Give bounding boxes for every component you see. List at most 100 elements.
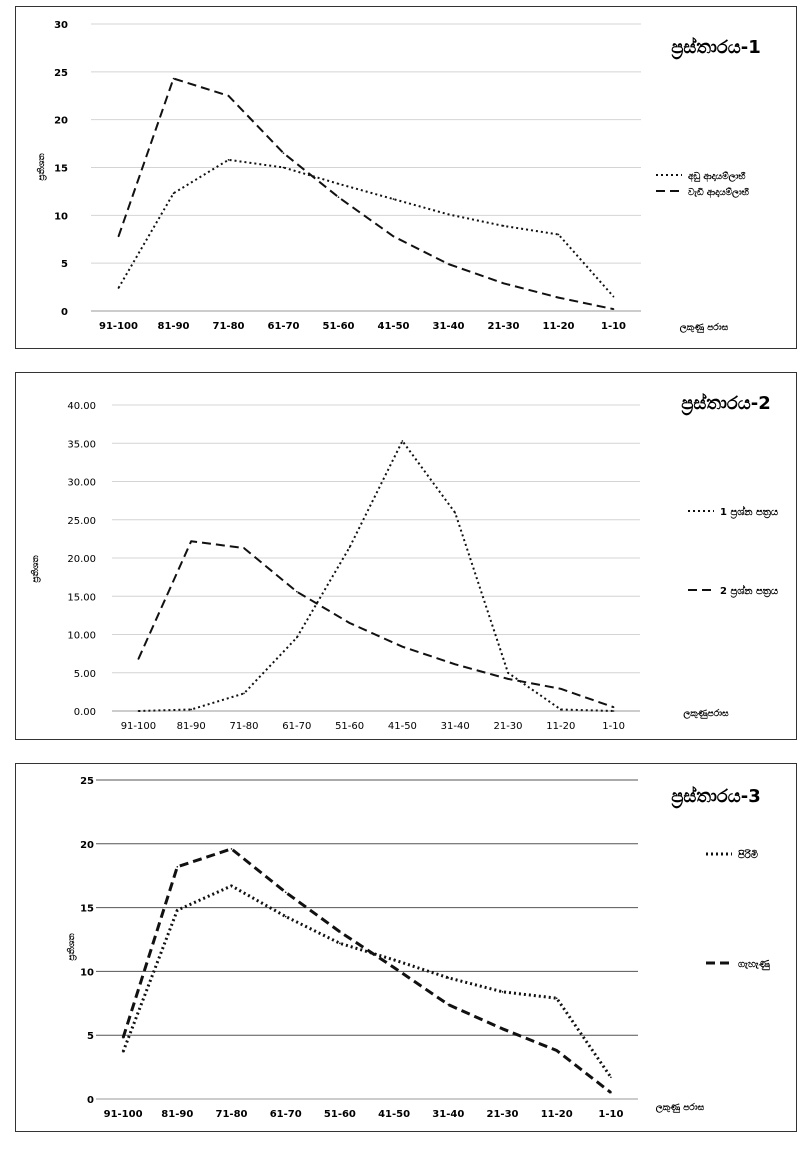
y-axis-label: ප්‍රතිශත xyxy=(65,933,78,961)
data-point xyxy=(122,1036,124,1039)
legend-label: 1 ප්‍රශ්න පත්‍රය xyxy=(720,505,779,519)
x-tick-label: 61-70 xyxy=(270,1109,302,1120)
x-tick-label: 61-70 xyxy=(268,321,300,332)
chart-panel-3: 0 5 10 15 20 25 91-100 81-90 71-80 61-70 51-60 41-5… xyxy=(15,763,797,1132)
data-point xyxy=(560,708,562,711)
data-point xyxy=(612,295,615,298)
x-axis-label: ලකුණු පරාස xyxy=(680,322,729,334)
y-tick-label: 15 xyxy=(80,904,94,915)
data-point xyxy=(507,678,509,680)
chart-2-svg: 0.00 5.00 10.00 15.00 20.00 25.00 30.00 35.00 40… xyxy=(29,392,779,732)
y-tick-label: 5.00 xyxy=(74,669,96,680)
legend-label: වැඩි ආදායම්ලාභී xyxy=(688,186,749,199)
y-tick-label: 0 xyxy=(87,1095,94,1106)
legend-label: පිරිමි xyxy=(738,848,759,861)
x-tick-label: 91-100 xyxy=(99,321,138,332)
legend-label: ගැහැණු xyxy=(738,959,771,971)
chart-panel-1: 0 5 10 15 20 25 30 91-100 81-90 71-80 61-70 51-60 41… xyxy=(15,6,797,349)
data-point xyxy=(501,991,504,993)
data-point xyxy=(393,966,395,969)
x-tick-label: 71-80 xyxy=(229,721,258,732)
y-axis-label: ප්‍රතිශත xyxy=(29,555,42,583)
data-point xyxy=(227,159,230,161)
data-point xyxy=(447,213,450,216)
x-tick-label: 61-70 xyxy=(282,721,311,732)
data-point xyxy=(612,710,615,712)
data-point xyxy=(392,198,395,200)
data-point xyxy=(296,636,298,639)
data-point xyxy=(610,1091,612,1094)
data-point xyxy=(117,287,120,289)
x-tick-label: 41-50 xyxy=(378,321,410,332)
y-tick-label: 15.00 xyxy=(67,592,96,603)
x-tick-label: 71-80 xyxy=(213,321,245,332)
x-tick-label: 1-10 xyxy=(598,1109,623,1120)
y-tick-label: 20.00 xyxy=(67,554,96,565)
x-axis-label: ලකුණු පරාස xyxy=(656,1102,705,1114)
x-tick-label: 51-60 xyxy=(323,321,355,332)
x-tick-label: 31-40 xyxy=(433,321,465,332)
data-point xyxy=(337,182,340,185)
data-point xyxy=(454,512,457,514)
data-point xyxy=(122,1050,124,1053)
y-tick-label: 30.00 xyxy=(67,478,96,489)
data-point xyxy=(502,225,505,227)
data-point xyxy=(337,196,340,198)
y-tick-label: 20 xyxy=(80,840,94,851)
data-point xyxy=(230,885,233,887)
data-point xyxy=(284,891,287,894)
data-point xyxy=(243,692,245,695)
y-tick-label: 0.00 xyxy=(74,707,96,718)
y-tick-label: 5 xyxy=(61,259,68,270)
x-tick-label: 41-50 xyxy=(388,721,417,732)
y-tick-label: 40.00 xyxy=(67,401,96,412)
x-tick-label: 21-30 xyxy=(488,321,520,332)
data-point xyxy=(339,942,341,945)
y-tick-label: 10 xyxy=(54,211,68,222)
data-point xyxy=(447,263,450,265)
legend-label: අඩු ආදායම්ලාභී xyxy=(688,170,746,183)
data-point xyxy=(447,976,450,979)
data-point xyxy=(172,77,175,80)
x-tick-label: 1-10 xyxy=(601,321,626,332)
data-point xyxy=(284,915,287,918)
y-tick-label: 35.00 xyxy=(67,439,96,450)
series-line xyxy=(117,77,614,311)
data-point xyxy=(555,997,558,999)
y-tick-label: 25 xyxy=(54,68,68,79)
data-point xyxy=(230,848,233,850)
chart-1-svg: 0 5 10 15 20 25 30 91-100 81-90 71-80 61-70 51-60 41… xyxy=(35,20,761,334)
x-tick-label: 21-30 xyxy=(493,721,522,732)
x-tick-label: 31-40 xyxy=(441,721,470,732)
data-point xyxy=(190,708,192,711)
x-tick-label: 81-90 xyxy=(158,321,190,332)
data-point xyxy=(454,663,457,666)
series-line xyxy=(121,847,612,1094)
data-point xyxy=(401,440,404,442)
data-point xyxy=(348,622,351,624)
chart-3-svg: 0 5 10 15 20 25 91-100 81-90 71-80 61-70 51-60 41-5… xyxy=(65,776,771,1120)
data-point xyxy=(612,308,615,310)
x-tick-label: 11-20 xyxy=(543,321,575,332)
data-point xyxy=(296,590,298,593)
chart-panel-2: 0.00 5.00 10.00 15.00 20.00 25.00 30.00 35.00 40… xyxy=(15,372,797,740)
data-point xyxy=(243,547,245,549)
data-point xyxy=(557,296,560,299)
data-point xyxy=(137,710,140,712)
x-tick-label: 31-40 xyxy=(432,1109,464,1120)
data-point xyxy=(612,706,615,708)
data-point xyxy=(282,152,285,154)
x-tick-label: 1-10 xyxy=(602,721,625,732)
x-tick-label: 41-50 xyxy=(378,1109,410,1120)
data-point xyxy=(502,282,505,285)
data-point xyxy=(176,909,179,911)
data-point xyxy=(501,1028,504,1030)
x-tick-label: 91-100 xyxy=(104,1109,143,1120)
y-tick-label: 5 xyxy=(87,1031,94,1042)
data-point xyxy=(348,546,351,549)
data-point xyxy=(190,540,192,542)
x-tick-label: 11-20 xyxy=(541,1109,573,1120)
x-tick-label: 11-20 xyxy=(546,721,575,732)
x-tick-label: 51-60 xyxy=(335,721,364,732)
y-tick-label: 10 xyxy=(80,967,94,978)
